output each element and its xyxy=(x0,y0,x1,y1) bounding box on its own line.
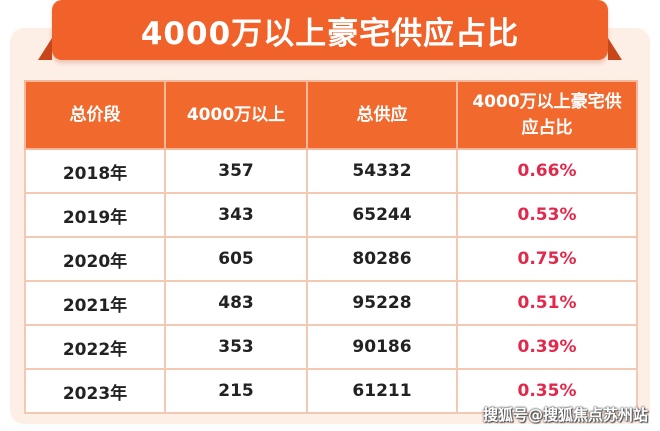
cell-year: 2018年 xyxy=(24,148,166,194)
cell-total-supply: 90186 xyxy=(306,324,458,370)
cell-ratio: 0.51% xyxy=(456,280,638,326)
table-row: 2018年 357 54332 0.66% xyxy=(24,148,638,194)
title-banner: 4000万以上豪宅供应占比 xyxy=(38,0,622,60)
cell-total-supply: 65244 xyxy=(306,192,458,238)
cell-total-supply: 95228 xyxy=(306,280,458,326)
header-luxury-ratio-label: 4000万以上豪宅供应占比 xyxy=(472,92,622,138)
table-header-row: 总价段 4000万以上 总供应 4000万以上豪宅供应占比 xyxy=(24,80,638,150)
cell-ratio: 0.66% xyxy=(456,148,638,194)
header-total-supply: 总供应 xyxy=(306,80,458,150)
cell-over-40m: 353 xyxy=(164,324,308,370)
table-row: 2021年 483 95228 0.51% xyxy=(24,280,638,326)
chart-title: 4000万以上豪宅供应占比 xyxy=(140,15,520,52)
cell-year: 2019年 xyxy=(24,192,166,238)
cell-over-40m: 483 xyxy=(164,280,308,326)
cell-year: 2023年 xyxy=(24,368,166,414)
cell-year: 2020年 xyxy=(24,236,166,282)
data-table: 总价段 4000万以上 总供应 4000万以上豪宅供应占比 2018年 357 54… xyxy=(24,80,638,414)
table-row: 2023年 215 61211 0.35% xyxy=(24,368,638,414)
table-row: 2019年 343 65244 0.53% xyxy=(24,192,638,238)
header-luxury-ratio: 4000万以上豪宅供应占比 xyxy=(456,80,638,150)
cell-over-40m: 357 xyxy=(164,148,308,194)
cell-over-40m: 605 xyxy=(164,236,308,282)
cell-ratio: 0.53% xyxy=(456,192,638,238)
cell-total-supply: 61211 xyxy=(306,368,458,414)
cell-total-supply: 54332 xyxy=(306,148,458,194)
cell-over-40m: 215 xyxy=(164,368,308,414)
header-price-range: 总价段 xyxy=(24,80,166,150)
cell-total-supply: 80286 xyxy=(306,236,458,282)
cell-ratio: 0.39% xyxy=(456,324,638,370)
cell-year: 2022年 xyxy=(24,324,166,370)
table-row: 2020年 605 80286 0.75% xyxy=(24,236,638,282)
watermark: 搜狐号@搜狐焦点苏州站 xyxy=(482,406,648,424)
cell-ratio: 0.75% xyxy=(456,236,638,282)
cell-over-40m: 343 xyxy=(164,192,308,238)
table-row: 2022年 353 90186 0.39% xyxy=(24,324,638,370)
cell-ratio: 0.35% xyxy=(456,368,638,414)
header-over-40m: 4000万以上 xyxy=(164,80,308,150)
cell-year: 2021年 xyxy=(24,280,166,326)
